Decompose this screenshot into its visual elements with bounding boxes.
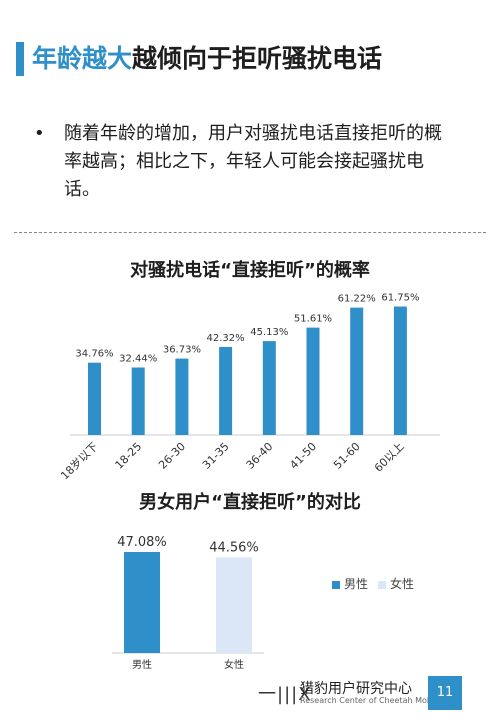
page-title: 年龄越大越倾向于拒听骚扰电话 xyxy=(32,42,382,76)
legend-label-female: 女性 xyxy=(390,577,415,591)
age-bar xyxy=(350,307,364,435)
legend-item-male: 男性 xyxy=(332,575,368,592)
age-category-label: 18岁以下 xyxy=(57,439,100,482)
age-bar-value-label: 34.76% xyxy=(75,349,113,360)
legend-swatch-female xyxy=(378,580,386,589)
title-highlight: 年龄越大 xyxy=(32,44,133,73)
bullet-point: • 随着年龄的增加，用户对骚扰电话直接拒听的概率越高；相比之下，年轻人可能会接起… xyxy=(34,120,454,204)
age-bar xyxy=(175,358,189,435)
age-bar-value-label: 42.32% xyxy=(207,333,245,344)
age-chart-title: 对骚扰电话“直接拒听”的概率 xyxy=(130,260,370,281)
gender-bar-value-label: 47.08% xyxy=(117,535,167,550)
bullet-dot: • xyxy=(34,123,45,144)
title-accent-bar xyxy=(16,42,24,76)
section-divider xyxy=(14,232,486,233)
gender-bar-value-label: 44.56% xyxy=(209,540,259,555)
age-bar-value-label: 36.73% xyxy=(163,345,201,356)
logo-icon: 一|||X xyxy=(258,684,312,705)
age-bar xyxy=(262,341,276,435)
age-bar xyxy=(306,327,320,435)
gender-chart: 47.08% 男性 44.56% 女性 xyxy=(112,535,264,671)
bullet-text: 随着年龄的增加，用户对骚扰电话直接拒听的概率越高；相比之下，年轻人可能会接起骚扰… xyxy=(64,123,442,200)
legend-label-male: 男性 xyxy=(344,577,369,591)
gender-bar xyxy=(124,552,160,653)
footer-org-name: 猎豹用户研究中心 xyxy=(300,681,412,697)
age-category-label: 51-60 xyxy=(331,440,363,472)
gender-category-label: 男性 xyxy=(132,658,152,671)
age-category-label: 36-40 xyxy=(244,440,276,472)
age-bar xyxy=(219,346,233,435)
gender-bar xyxy=(216,557,252,653)
age-bar-value-label: 61.22% xyxy=(338,294,376,305)
age-category-label: 31-35 xyxy=(200,440,232,472)
gender-chart-title: 男女用户“直接拒听”的对比 xyxy=(139,492,361,513)
age-category-label: 41-50 xyxy=(287,440,319,472)
legend-item-female: 女性 xyxy=(378,575,414,592)
page-number: 11 xyxy=(428,676,462,710)
age-bar-value-label: 61.75% xyxy=(381,293,419,304)
age-category-label: 26-30 xyxy=(156,440,188,472)
legend-swatch-male xyxy=(332,580,340,589)
age-category-label: 18-25 xyxy=(113,440,145,472)
age-bar xyxy=(393,306,407,435)
gender-category-label: 女性 xyxy=(224,658,244,671)
footer-org-subtitle: Research Center of Cheetah Mobile xyxy=(300,696,442,705)
age-bar xyxy=(131,367,145,435)
age-chart: 34.76% 18岁以下 32.44% 18-25 36.73% 26-30 42.32% 3… xyxy=(57,293,440,482)
age-category-label: 60以上 xyxy=(372,440,407,475)
age-bar-value-label: 51.61% xyxy=(294,314,332,325)
age-bar xyxy=(88,362,101,435)
title-rest: 越倾向于拒听骚扰电话 xyxy=(132,44,383,73)
age-bar-value-label: 32.44% xyxy=(119,354,157,365)
age-bar-value-label: 45.13% xyxy=(250,327,288,338)
